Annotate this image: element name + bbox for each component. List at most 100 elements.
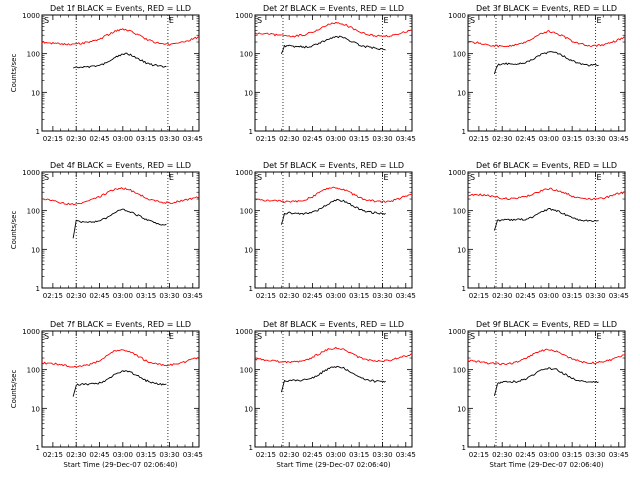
x-tick-label: 03:30 [159,451,179,459]
x-tick-label: 03:00 [326,135,346,143]
x-tick-label: 03:15 [562,135,582,143]
series-lld [41,28,200,46]
series-events [280,365,386,393]
x-tick-label: 03:00 [539,451,559,459]
start-marker: S [470,173,475,182]
panel-5: Det 5f BLACK = Events, RED = LLD 1 10 100 10… [235,161,416,300]
x-tick-label: 03:30 [585,451,605,459]
y-tick-label: 1 [462,444,466,452]
x-tick-label: 02:45 [302,451,322,459]
x-tick-label: 02:15 [43,451,63,459]
x-tick-label: 03:45 [396,451,416,459]
x-tick-label: 03:00 [113,451,133,459]
end-marker: E [596,332,601,341]
x-tick-label: 03:45 [396,292,416,300]
x-tick-label: 02:30 [66,292,86,300]
x-axis-label: Start Time (29-Dec-07 02:06:40) [276,461,390,469]
y-tick-label: 10 [457,89,466,97]
plot-frame [467,14,626,132]
x-tick-label: 03:15 [136,292,156,300]
x-tick-label: 02:45 [302,292,322,300]
x-tick-label: 02:30 [492,135,512,143]
x-tick-label: 02:15 [256,292,276,300]
x-tick-label: 02:30 [66,135,86,143]
x-tick-label: 02:15 [43,292,63,300]
x-tick-label: 02:15 [469,451,489,459]
x-tick-label: 03:15 [562,292,582,300]
y-tick-label: 10 [244,405,253,413]
series-lld [467,30,626,48]
panel-title: Det 1f BLACK = Events, RED = LLD [50,4,191,13]
y-tick-label: 10 [31,89,40,97]
y-tick-label: 100 [453,51,466,59]
x-tick-label: 03:30 [159,292,179,300]
x-tick-label: 03:30 [585,135,605,143]
x-tick-label: 03:15 [349,135,369,143]
panel-title: Det 9f BLACK = Events, RED = LLD [476,320,617,329]
y-tick-label: 1000 [448,169,466,177]
panel-title: Det 7f BLACK = Events, RED = LLD [50,320,191,329]
plot-frame [467,330,626,448]
x-tick-label: 03:45 [183,451,203,459]
y-tick-label: 100 [240,208,253,216]
y-tick-label: 100 [453,367,466,375]
x-tick-label: 02:30 [279,292,299,300]
x-tick-label: 03:30 [585,292,605,300]
x-tick-label: 03:30 [372,292,392,300]
x-tick-label: 03:45 [183,135,203,143]
y-axis-label: Counts/sec [10,211,18,250]
series-events [280,35,386,54]
series-lld [467,348,626,366]
start-marker: S [257,173,262,182]
series-events [493,207,599,231]
series-events [493,51,599,75]
end-marker: E [383,16,388,25]
x-tick-label: 02:45 [89,292,109,300]
y-tick-label: 10 [244,89,253,97]
y-tick-label: 1 [249,285,253,293]
panel-1: Det 1f BLACK = Events, RED = LLD 1 10 100 10… [10,4,203,143]
x-tick-label: 03:00 [113,135,133,143]
y-tick-label: 100 [240,367,253,375]
panel-title: Det 6f BLACK = Events, RED = LLD [476,161,617,170]
start-marker: S [257,16,262,25]
y-tick-label: 10 [457,246,466,254]
series-events [72,52,167,69]
panel-7: Det 7f BLACK = Events, RED = LLD 1 10 100 10… [10,320,203,469]
series-events [72,208,167,239]
panel-8: Det 8f BLACK = Events, RED = LLD 1 10 100 10… [235,320,416,469]
x-tick-label: 02:45 [302,135,322,143]
x-tick-label: 03:45 [183,292,203,300]
x-tick-label: 03:15 [349,451,369,459]
x-tick-label: 03:00 [539,135,559,143]
y-tick-label: 100 [240,51,253,59]
y-tick-label: 1000 [448,328,466,336]
panel-title: Det 2f BLACK = Events, RED = LLD [263,4,404,13]
panel-title: Det 3f BLACK = Events, RED = LLD [476,4,617,13]
x-tick-label: 02:45 [89,451,109,459]
x-tick-label: 02:30 [66,451,86,459]
y-tick-label: 1 [462,128,466,136]
series-lld [254,186,413,203]
y-tick-label: 1 [36,444,40,452]
x-tick-label: 02:45 [515,292,535,300]
panel-title: Det 4f BLACK = Events, RED = LLD [50,161,191,170]
start-marker: S [44,173,49,182]
start-marker: S [44,16,49,25]
plot-frame [254,171,413,289]
x-axis-label: Start Time (29-Dec-07 02:06:40) [489,461,603,469]
x-tick-label: 02:15 [256,135,276,143]
end-marker: E [169,173,174,182]
x-tick-label: 03:00 [539,292,559,300]
series-events [280,198,386,225]
x-tick-label: 02:45 [89,135,109,143]
plot-frame [41,171,200,289]
y-axis-label: Counts/sec [10,370,18,409]
panel-9: Det 9f BLACK = Events, RED = LLD 1 10 100 10… [448,320,629,469]
y-tick-label: 1000 [235,169,253,177]
end-marker: E [383,332,388,341]
start-marker: S [470,16,475,25]
panel-6: Det 6f BLACK = Events, RED = LLD 1 10 100 10… [448,161,629,300]
x-tick-label: 02:30 [492,292,512,300]
start-marker: S [257,332,262,341]
